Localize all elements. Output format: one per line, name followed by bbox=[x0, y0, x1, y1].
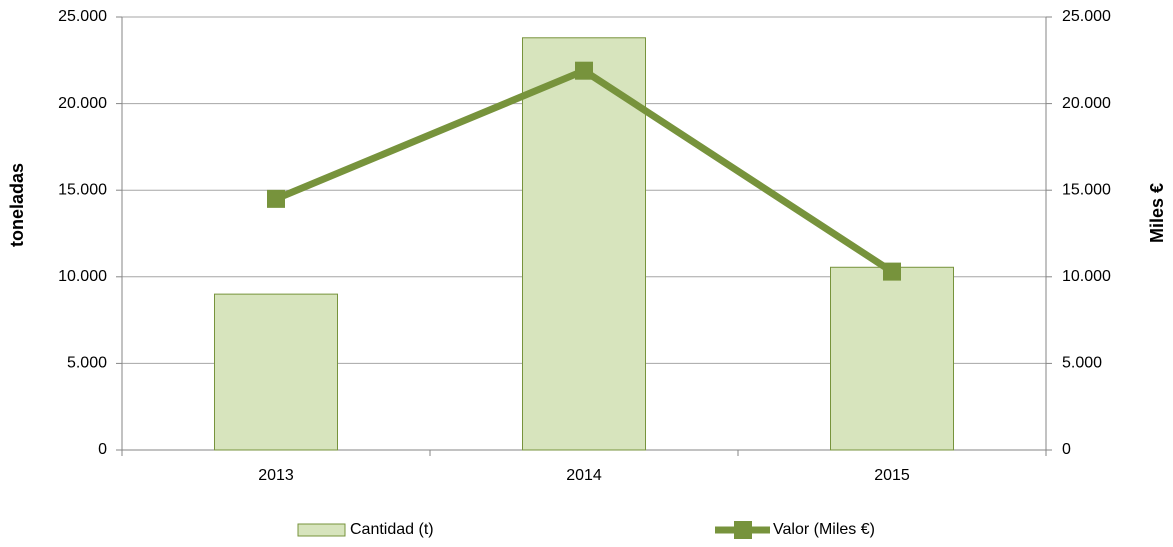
y-tick-label: 20.000 bbox=[58, 95, 107, 112]
y2-tick-label: 20.000 bbox=[1062, 95, 1111, 112]
y-axis-title: toneladas bbox=[7, 163, 27, 247]
y-tick-label: 25.000 bbox=[58, 8, 107, 25]
y2-tick-label: 5.000 bbox=[1062, 355, 1102, 372]
y-tick-label: 0 bbox=[98, 441, 107, 458]
x-tick-label: 2015 bbox=[874, 467, 910, 484]
line-marker bbox=[575, 61, 593, 80]
y2-axis-title: Miles € bbox=[1147, 183, 1167, 243]
bar bbox=[214, 293, 338, 451]
y2-tick-label: 0 bbox=[1062, 441, 1071, 458]
line-marker bbox=[883, 262, 901, 281]
bar bbox=[522, 37, 646, 451]
line-marker bbox=[267, 189, 285, 208]
y-tick-label: 5.000 bbox=[67, 355, 107, 372]
legend-marker bbox=[734, 521, 752, 539]
y2-tick-label: 10.000 bbox=[1062, 268, 1111, 285]
x-tick-label: 2013 bbox=[258, 467, 294, 484]
legend-label: Valor (Miles €) bbox=[773, 521, 875, 538]
legend-swatch bbox=[297, 523, 346, 537]
y2-tick-label: 25.000 bbox=[1062, 8, 1111, 25]
y2-tick-label: 15.000 bbox=[1062, 181, 1111, 198]
bar bbox=[830, 266, 954, 451]
y-tick-label: 10.000 bbox=[58, 268, 107, 285]
x-tick-label: 2014 bbox=[566, 467, 602, 484]
y-tick-label: 15.000 bbox=[58, 181, 107, 198]
legend-label: Cantidad (t) bbox=[350, 521, 434, 538]
